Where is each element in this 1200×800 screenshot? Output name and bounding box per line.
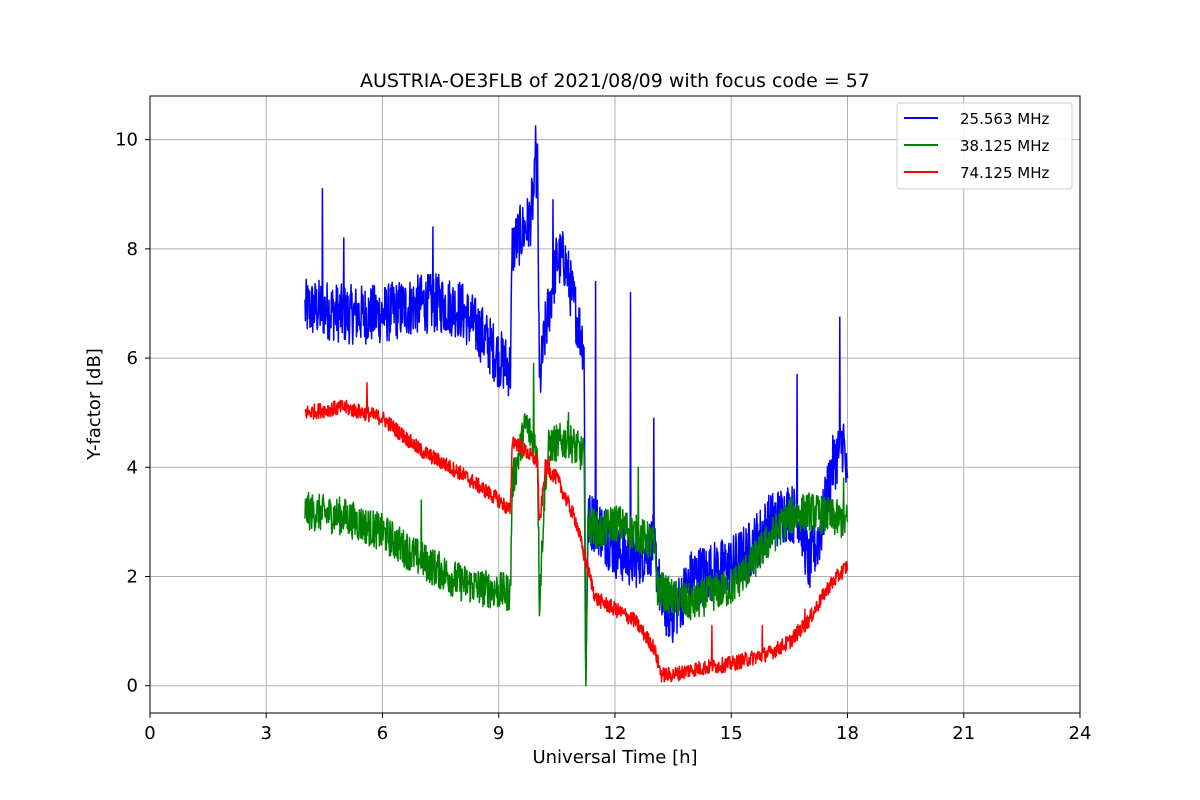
x-tick-label: 6 (377, 723, 388, 744)
x-tick-label: 3 (261, 723, 272, 744)
y-tick-label: 10 (115, 130, 138, 151)
series-line-25-563-mhz (304, 125, 849, 681)
legend: 25.563 MHz 38.125 MHz 74.125 MHz (896, 102, 1073, 190)
y-tick-label: 6 (127, 348, 138, 369)
legend-label-38-125: 38.125 MHz (960, 137, 1049, 155)
y-axis-label: Y-factor [dB] (84, 348, 105, 461)
x-tick-label: 24 (1069, 723, 1092, 744)
series-line-38-125-mhz (304, 362, 849, 687)
legend-label-25-563: 25.563 MHz (960, 110, 1049, 128)
x-tick-label: 18 (836, 723, 859, 744)
x-tick-label: 12 (604, 723, 627, 744)
y-tick-label: 0 (127, 676, 138, 697)
x-tick-label: 21 (952, 723, 975, 744)
y-tick-label: 2 (127, 566, 138, 587)
chart-title: AUSTRIA-OE3FLB of 2021/08/09 with focus … (360, 70, 870, 92)
x-axis-label: Universal Time [h] (532, 747, 697, 768)
plot-area (304, 125, 849, 687)
y-tick-label: 8 (127, 239, 138, 260)
series-line-74-125-mhz (304, 381, 849, 683)
legend-box (896, 102, 1073, 190)
legend-label-74-125: 74.125 MHz (960, 164, 1049, 182)
x-tick-label: 0 (144, 723, 155, 744)
y-tick-label: 4 (127, 457, 138, 478)
x-tick-label: 15 (720, 723, 743, 744)
x-tick-label: 9 (493, 723, 504, 744)
